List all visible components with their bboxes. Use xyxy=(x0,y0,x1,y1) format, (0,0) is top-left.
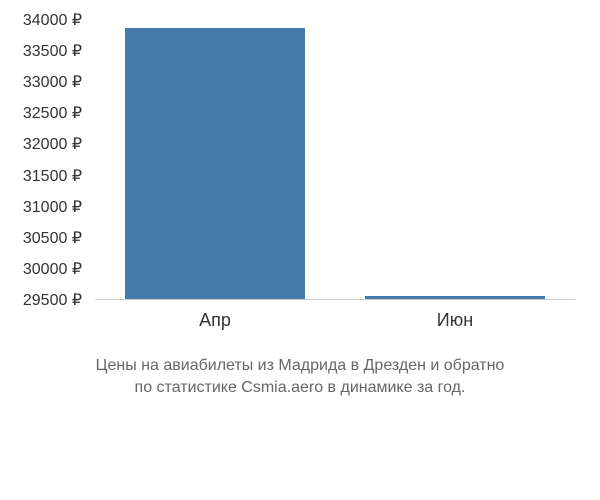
chart-caption: Цены на авиабилеты из Мадрида в Дрезден … xyxy=(0,355,600,400)
x-tick-label: Апр xyxy=(199,310,231,331)
y-tick-label: 33000 ₽ xyxy=(23,72,82,92)
x-tick-label: Июн xyxy=(437,310,473,331)
y-tick-label: 32000 ₽ xyxy=(23,134,82,154)
plot-area xyxy=(95,20,575,300)
y-tick-label: 30500 ₽ xyxy=(23,228,82,248)
y-tick-label: 29500 ₽ xyxy=(23,290,82,310)
y-tick-label: 34000 ₽ xyxy=(23,10,82,30)
y-tick-label: 33500 ₽ xyxy=(23,41,82,61)
y-tick-label: 32500 ₽ xyxy=(23,103,82,123)
chart-container: 29500 ₽ 30000 ₽ 30500 ₽ 31000 ₽ 31500 ₽ 32000… xyxy=(0,0,600,500)
y-tick-label: 30000 ₽ xyxy=(23,259,82,279)
bar xyxy=(125,28,305,299)
y-axis: 29500 ₽30000 ₽30500 ₽31000 ₽31500 ₽32000… xyxy=(0,20,90,300)
caption-line-1: Цены на авиабилеты из Мадрида в Дрезден … xyxy=(96,357,505,374)
caption-line-2: по статистике Csmia.aero в динамике за г… xyxy=(135,379,466,396)
y-tick-label: 31000 ₽ xyxy=(23,197,82,217)
x-axis: Апр Июн xyxy=(95,305,575,335)
y-tick-label: 31500 ₽ xyxy=(23,166,82,186)
bar xyxy=(365,296,545,299)
